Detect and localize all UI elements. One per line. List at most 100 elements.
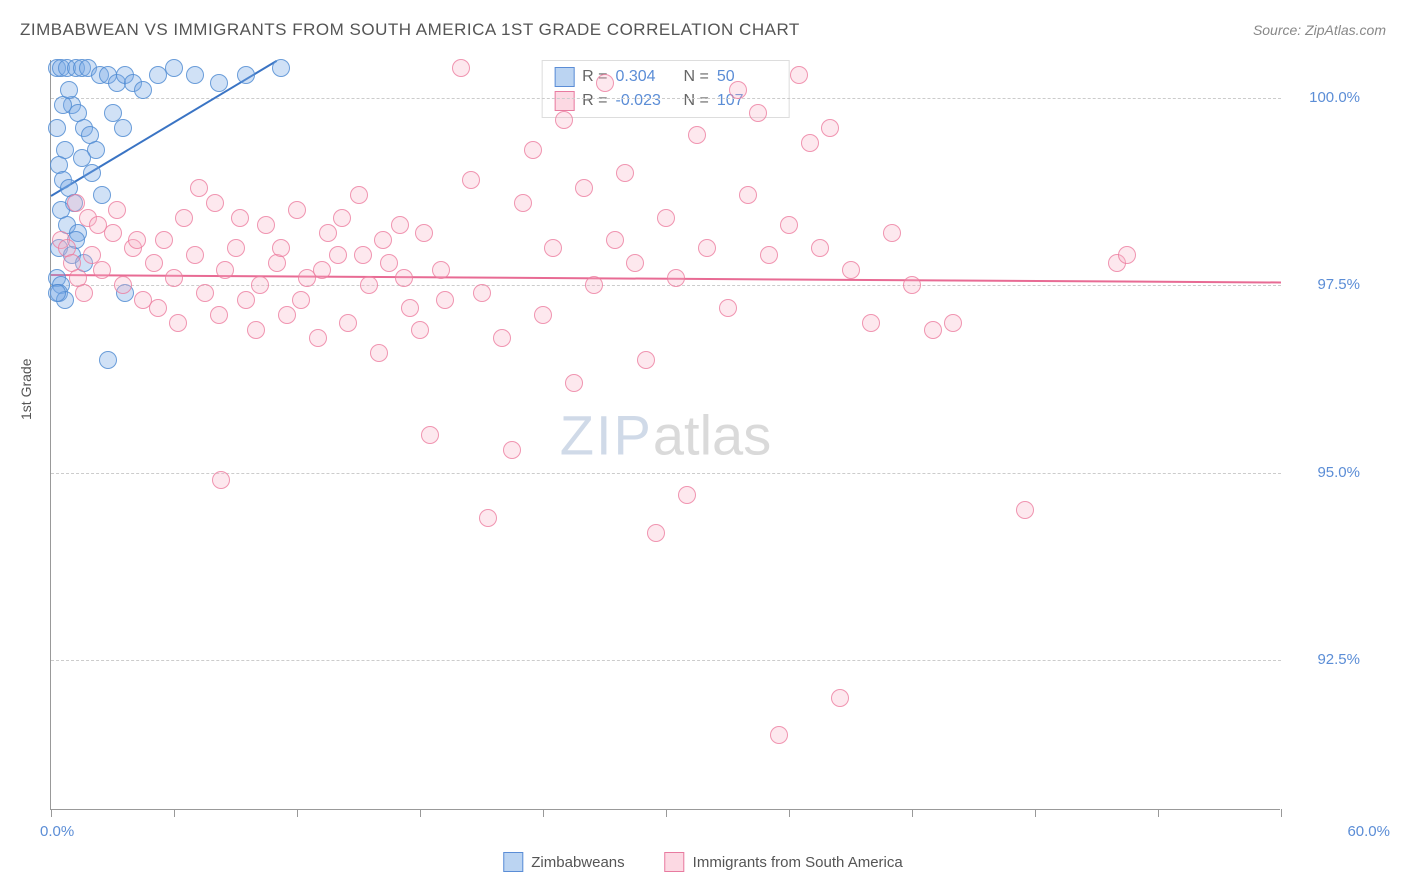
data-point xyxy=(565,374,583,392)
x-tick xyxy=(1281,809,1282,817)
data-point xyxy=(739,186,757,204)
data-point xyxy=(555,111,573,129)
data-point xyxy=(134,81,152,99)
data-point xyxy=(462,171,480,189)
r-label: R = xyxy=(582,92,607,110)
data-point xyxy=(329,246,347,264)
data-point xyxy=(196,284,214,302)
data-point xyxy=(780,216,798,234)
data-point xyxy=(924,321,942,339)
data-point xyxy=(165,269,183,287)
data-point xyxy=(575,179,593,197)
data-point xyxy=(272,239,290,257)
watermark-part-1: ZIP xyxy=(560,403,653,466)
watermark: ZIPatlas xyxy=(560,402,771,467)
data-point xyxy=(114,276,132,294)
chart-title: ZIMBABWEAN VS IMMIGRANTS FROM SOUTH AMER… xyxy=(20,20,800,40)
data-point xyxy=(272,59,290,77)
data-point xyxy=(108,201,126,219)
bottom-legend: Zimbabweans Immigrants from South Americ… xyxy=(503,852,902,872)
y-tick-label: 100.0% xyxy=(1309,89,1360,106)
data-point xyxy=(415,224,433,242)
x-tick xyxy=(1158,809,1159,817)
data-point xyxy=(237,66,255,84)
data-point xyxy=(93,261,111,279)
data-point xyxy=(257,216,275,234)
data-point xyxy=(75,284,93,302)
data-point xyxy=(370,344,388,362)
data-point xyxy=(637,351,655,369)
data-point xyxy=(354,246,372,264)
data-point xyxy=(479,509,497,527)
data-point xyxy=(585,276,603,294)
data-point xyxy=(667,269,685,287)
x-tick xyxy=(1035,809,1036,817)
data-point xyxy=(698,239,716,257)
x-tick xyxy=(420,809,421,817)
data-point xyxy=(436,291,454,309)
data-point xyxy=(432,261,450,279)
data-point xyxy=(67,194,85,212)
data-point xyxy=(842,261,860,279)
n-label: N = xyxy=(684,68,709,86)
data-point xyxy=(292,291,310,309)
x-tick xyxy=(666,809,667,817)
data-point xyxy=(309,329,327,347)
data-point xyxy=(60,81,78,99)
data-point xyxy=(544,239,562,257)
data-point xyxy=(616,164,634,182)
data-point xyxy=(360,276,378,294)
swatch-blue-icon xyxy=(503,852,523,872)
legend-label: Immigrants from South America xyxy=(693,854,903,871)
data-point xyxy=(391,216,409,234)
x-tick xyxy=(174,809,175,817)
data-point xyxy=(278,306,296,324)
data-point xyxy=(811,239,829,257)
data-point xyxy=(114,119,132,137)
plot-container: ZIPatlas R = 0.304 N = 50 R = -0.023 N =… xyxy=(50,60,1280,810)
data-point xyxy=(237,291,255,309)
legend-item-zimbabweans: Zimbabweans xyxy=(503,852,624,872)
swatch-blue-icon xyxy=(554,67,574,87)
data-point xyxy=(657,209,675,227)
r-value-blue: 0.304 xyxy=(616,68,676,86)
gridline xyxy=(51,473,1281,474)
data-point xyxy=(534,306,552,324)
data-point xyxy=(374,231,392,249)
data-point xyxy=(247,321,265,339)
data-point xyxy=(452,59,470,77)
legend-item-immigrants: Immigrants from South America xyxy=(665,852,903,872)
data-point xyxy=(380,254,398,272)
data-point xyxy=(688,126,706,144)
data-point xyxy=(831,689,849,707)
n-label: N = xyxy=(684,92,709,110)
data-point xyxy=(48,284,66,302)
data-point xyxy=(145,254,163,272)
data-point xyxy=(903,276,921,294)
gridline xyxy=(51,660,1281,661)
data-point xyxy=(883,224,901,242)
x-axis-min-label: 0.0% xyxy=(40,823,74,840)
legend-label: Zimbabweans xyxy=(531,854,624,871)
data-point xyxy=(155,231,173,249)
data-point xyxy=(729,81,747,99)
swatch-pink-icon xyxy=(665,852,685,872)
data-point xyxy=(288,201,306,219)
data-point xyxy=(944,314,962,332)
data-point xyxy=(210,306,228,324)
data-point xyxy=(411,321,429,339)
data-point xyxy=(1118,246,1136,264)
data-point xyxy=(251,276,269,294)
data-point xyxy=(473,284,491,302)
data-point xyxy=(749,104,767,122)
data-point xyxy=(333,209,351,227)
plot-area: ZIPatlas R = 0.304 N = 50 R = -0.023 N =… xyxy=(50,60,1280,810)
data-point xyxy=(596,74,614,92)
data-point xyxy=(319,224,337,242)
x-tick xyxy=(543,809,544,817)
x-tick xyxy=(297,809,298,817)
data-point xyxy=(165,59,183,77)
data-point xyxy=(719,299,737,317)
x-tick xyxy=(51,809,52,817)
data-point xyxy=(93,186,111,204)
